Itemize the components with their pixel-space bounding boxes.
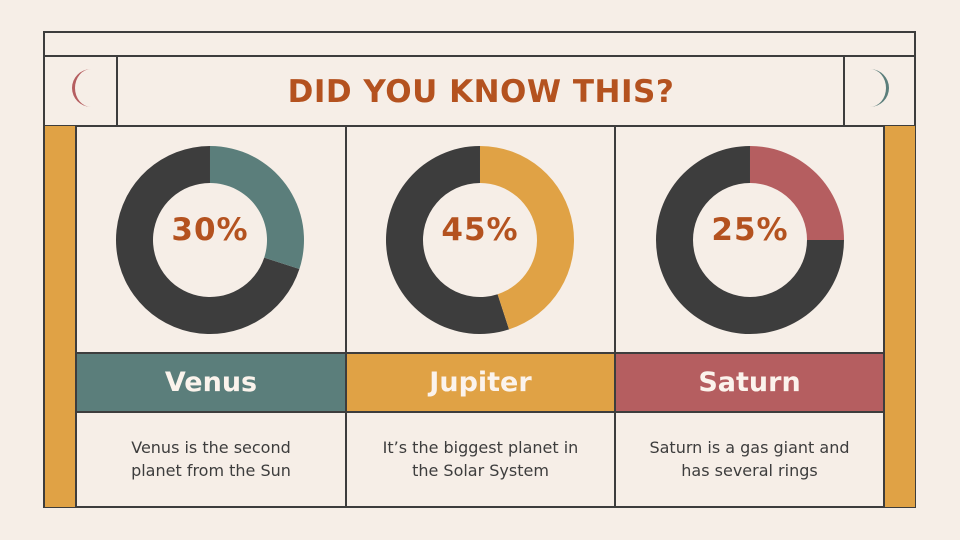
venus-donut-chart (116, 146, 304, 334)
jupiter-percent-label: 45% (441, 212, 519, 248)
venus-donut-value-slice (210, 146, 304, 270)
column-divider-1 (345, 126, 347, 507)
left-side-bar-edge (75, 126, 77, 507)
venus-description-line-1: Venus is the second (131, 438, 291, 457)
venus-description-line-2: planet from the Sun (131, 461, 291, 480)
venus-percent-label: 30% (171, 212, 249, 248)
header-bottom-line (43, 125, 916, 127)
header-left-divider (116, 55, 118, 126)
saturn-title-band: Saturn (616, 354, 883, 411)
right-side-bar-edge (883, 126, 885, 507)
jupiter-description-line-1: It’s the biggest planet in (382, 438, 579, 457)
band-bottom-line (77, 411, 883, 413)
jupiter-donut-chart (386, 146, 574, 334)
venus-description: Venus is the second planet from the Sun (77, 436, 345, 482)
column-divider-2 (614, 126, 616, 507)
left-side-bar (45, 126, 75, 507)
slide-frame (43, 31, 916, 508)
jupiter-description: It’s the biggest planet in the Solar Sys… (347, 436, 614, 482)
jupiter-description-line-2: the Solar System (412, 461, 549, 480)
jupiter-title: Jupiter (429, 367, 532, 398)
saturn-description: Saturn is a gas giant and has several ri… (616, 436, 883, 482)
venus-title: Venus (164, 367, 258, 398)
venus-donut-remainder-slice (116, 146, 300, 334)
header-right-divider (843, 55, 845, 126)
right-side-bar (885, 126, 915, 507)
venus-title-band: Venus (77, 354, 345, 411)
saturn-title: Saturn (698, 367, 801, 398)
saturn-donut-value-slice (750, 146, 844, 240)
crescent-moon-icon (72, 69, 91, 107)
page-title: DID YOU KNOW THIS? (287, 73, 675, 110)
jupiter-donut-remainder-slice (386, 146, 510, 334)
band-top-line (77, 352, 883, 354)
header-top-line (43, 55, 916, 57)
saturn-donut-chart (656, 146, 844, 334)
saturn-percent-label: 25% (711, 212, 789, 248)
saturn-donut-remainder-slice (656, 146, 844, 334)
jupiter-donut-value-slice (480, 146, 574, 330)
crescent-moon-icon (870, 69, 889, 107)
saturn-description-line-1: Saturn is a gas giant and (649, 438, 850, 457)
saturn-description-line-2: has several rings (681, 461, 818, 480)
jupiter-title-band: Jupiter (347, 354, 614, 411)
